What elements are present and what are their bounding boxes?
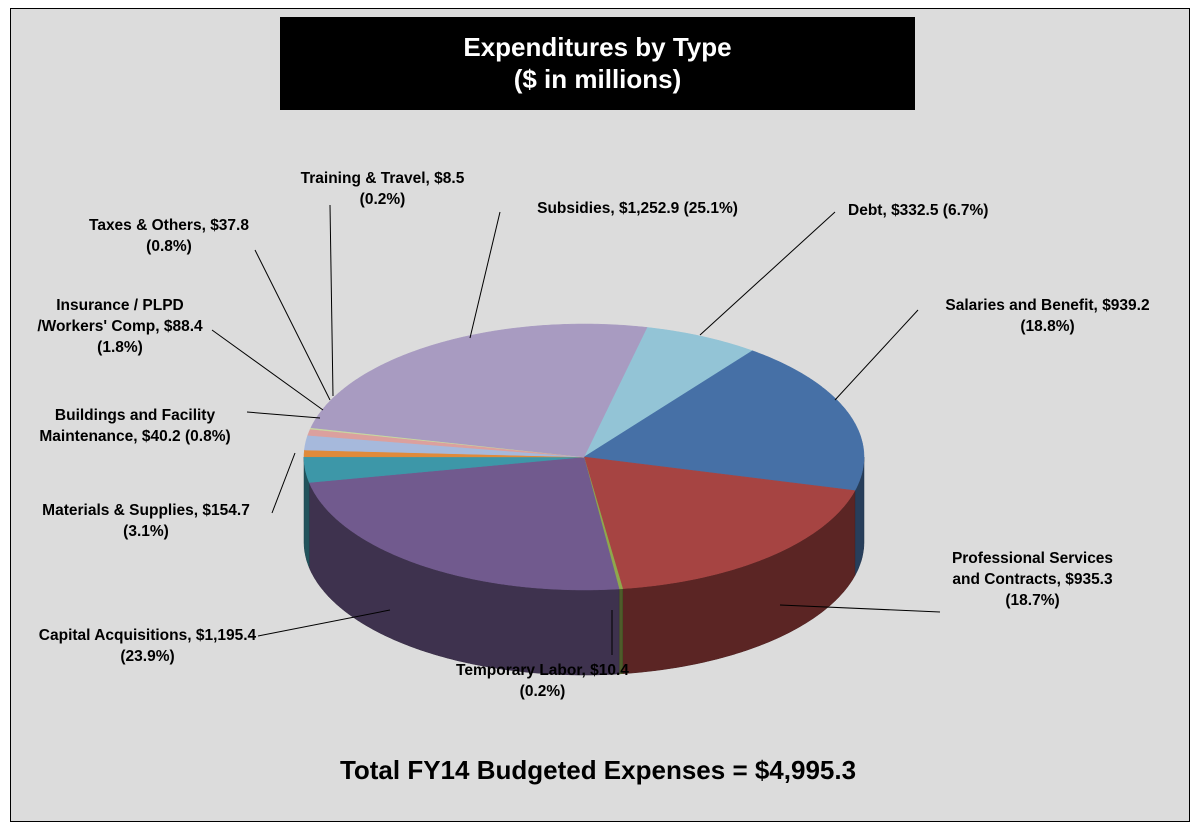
slice-label: Buildings and Facility Maintenance, $40.… [15,405,255,447]
chart-subtitle: ($ in millions) [513,64,682,94]
value-label: $939.2 [1102,297,1150,314]
pie-slice [583,456,856,589]
category-label: Salaries and Benefit, [945,297,1098,314]
category-label: Temporary Labor, [456,662,586,679]
category-label: Buildings and Facility Maintenance, [39,407,216,445]
title-box: Expenditures by Type ($ in millions) [280,17,915,110]
value-label: $8.5 [434,170,465,187]
category-label: Insurance / PLPD /Workers' Comp, [37,297,184,335]
percent-label: (1.8%) [97,339,143,356]
pie-slice [583,327,753,458]
category-label: Debt, [848,202,887,219]
value-label: $332.5 [891,202,939,219]
pie-slice [583,350,865,491]
value-label: $40.2 [141,428,181,445]
percent-label: (0.8%) [184,428,231,445]
slice-label: Insurance / PLPD /Workers' Comp, $88.4 (… [25,295,215,358]
leader-line [469,211,501,339]
slice-label: Professional Services and Contracts, $93… [940,548,1125,611]
category-label: Subsidies, [537,200,615,217]
leader-line [834,309,919,401]
pie-slice [308,456,620,591]
slice-label: Materials & Supplies, $154.7 (3.1%) [20,500,272,542]
pie-slice [310,323,648,458]
leader-line [699,211,836,336]
value-label: $10.4 [590,662,629,679]
slice-label: Capital Acquisitions, $1,195.4 (23.9%) [30,625,265,667]
value-label: $1,195.4 [195,627,257,644]
value-label: $154.7 [202,502,250,519]
value-label: $1,252.9 [618,200,680,217]
pie-slice [303,456,585,483]
percent-label: (18.7%) [1005,592,1060,609]
percent-label: (0.2%) [519,683,566,700]
leader-line [211,329,324,411]
category-label: Capital Acquisitions, [38,627,192,644]
percent-label: (23.9%) [120,648,175,665]
category-label: Taxes & Others, [89,217,206,234]
leader-line [271,452,296,514]
value-label: $88.4 [163,318,203,335]
leader-line [246,411,321,419]
category-label: Professional Services and Contracts, [951,550,1114,588]
chart-title: Expenditures by Type [463,32,732,62]
category-label: Materials & Supplies, [42,502,199,519]
leader-line [254,249,331,401]
leader-line [779,604,941,613]
percent-label: (0.2%) [359,191,406,208]
slice-label: Debt, $332.5 (6.7%) [848,200,1058,221]
category-label: Training & Travel, [300,170,430,187]
percent-label: (6.7%) [942,202,989,219]
percent-label: (3.1%) [123,523,169,540]
slice-label: Salaries and Benefit, $939.2 (18.8%) [935,295,1160,337]
slice-label: Taxes & Others, $37.8 (0.8%) [80,215,258,257]
total-annotation: Total FY14 Budgeted Expenses = $4,995.3 [339,755,857,785]
percent-label: (0.8%) [146,238,192,255]
slice-label: Training & Travel, $8.5 (0.2%) [290,168,475,210]
slice-label: Temporary Labor, $10.4 (0.2%) [455,660,630,702]
value-label: $37.8 [210,217,249,234]
value-label: $935.3 [1065,571,1113,588]
percent-label: (25.1%) [683,200,738,217]
leader-line [257,609,391,637]
leader-line [329,204,334,397]
percent-label: (18.8%) [1020,318,1075,335]
slice-label: Subsidies, $1,252.9 (25.1%) [505,198,770,219]
